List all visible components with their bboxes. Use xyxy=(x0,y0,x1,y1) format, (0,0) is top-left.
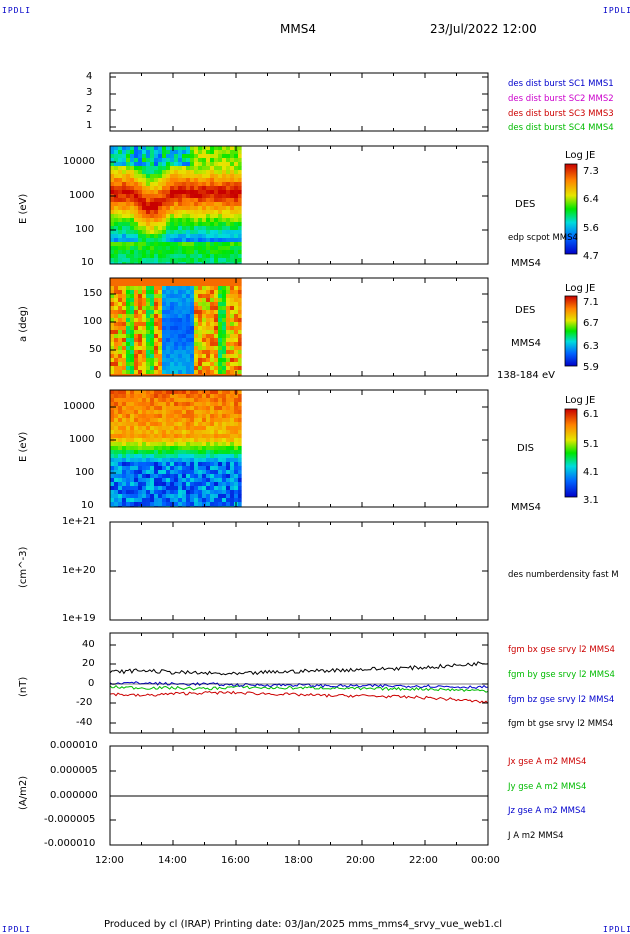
corner-tag-top-left: IPDLI xyxy=(2,6,32,15)
p7-ytick-0: 0.000010 xyxy=(50,740,98,751)
p4-ytick-10000: 10000 xyxy=(63,401,95,412)
p3-spacecraft: MMS4 xyxy=(511,338,541,349)
p2-ytick-10000: 10000 xyxy=(63,156,95,167)
colorbar-3 xyxy=(564,295,578,367)
p3-energy-range: 138-184 eV xyxy=(497,370,555,381)
p7-ytick-1: 0.000005 xyxy=(50,765,98,776)
p1-ytick-2: 2 xyxy=(86,104,93,115)
p6-ytick-0: 0 xyxy=(88,678,95,689)
p6-ytick-m40: -40 xyxy=(76,717,93,728)
p6-legend-bt: fgm bt gse srvy l2 MMS4 xyxy=(508,719,614,729)
p6-ylabel: (nT) xyxy=(18,676,29,697)
p5-ytick-1e21: 1e+21 xyxy=(62,516,96,527)
p1-legend-mms2: des dist burst SC2 MMS2 xyxy=(508,94,614,104)
p7-ytick-3: -0.000005 xyxy=(44,814,96,825)
p4-colorbar-tick-3: 3.1 xyxy=(583,495,599,506)
p6-ytick-40: 40 xyxy=(82,639,95,650)
colorbar-4 xyxy=(564,408,578,498)
footer-credit: Produced by cl (IRAP) Printing date: 03/… xyxy=(104,919,503,930)
spacecraft-title: MMS4 xyxy=(280,22,316,36)
p2-overlay-label: edp scpot MMS4 xyxy=(508,233,578,243)
p4-colorbar-tick-1: 5.1 xyxy=(583,439,599,450)
xtick-1600: 16:00 xyxy=(221,855,250,866)
xtick-1800: 18:00 xyxy=(284,855,313,866)
p3-colorbar-tick-3: 5.9 xyxy=(583,362,599,373)
p2-colorbar-tick-2: 5.6 xyxy=(583,223,599,234)
p3-ylabel: a (deg) xyxy=(18,306,29,342)
p7-ytick-4: -0.000010 xyxy=(44,838,96,849)
corner-tag-top-right: IPDLI xyxy=(603,6,630,15)
bfield-line-bt xyxy=(109,661,489,676)
p4-instrument: DIS xyxy=(517,443,534,454)
p4-ylabel: E (eV) xyxy=(18,431,29,462)
p7-ytick-2: 0.000000 xyxy=(50,790,98,801)
p1-legend-mms4: des dist burst SC4 MMS4 xyxy=(508,123,614,133)
p2-instrument: DES xyxy=(515,199,536,210)
p3-colorbar-tick-1: 6.7 xyxy=(583,318,599,329)
p5-legend: des numberdensity fast M xyxy=(508,570,619,580)
xtick-2000: 20:00 xyxy=(346,855,375,866)
p7-legend-j: J A m2 MMS4 xyxy=(508,831,564,841)
p2-ytick-10: 10 xyxy=(81,257,94,268)
xtick-1400: 14:00 xyxy=(158,855,187,866)
bfield-line-by xyxy=(109,685,489,693)
p3-colorbar-title: Log JE xyxy=(565,283,596,294)
panel-frame-1 xyxy=(109,72,489,132)
p3-colorbar-tick-0: 7.1 xyxy=(583,297,599,308)
p2-spacecraft: MMS4 xyxy=(511,258,541,269)
p2-ytick-1000: 1000 xyxy=(69,190,95,201)
p2-ytick-100: 100 xyxy=(75,224,95,235)
xtick-1200: 12:00 xyxy=(95,855,124,866)
p2-colorbar-tick-0: 7.3 xyxy=(583,166,599,177)
p5-ylabel: (cm^-3) xyxy=(18,546,29,588)
p4-spacecraft: MMS4 xyxy=(511,502,541,513)
date-title: 23/Jul/2022 12:00 xyxy=(430,22,537,36)
p3-ytick-0: 0 xyxy=(95,370,102,381)
bfield-line-bx xyxy=(109,690,489,704)
p2-ylabel: E (eV) xyxy=(18,193,29,224)
corner-tag-bottom-right: IPDLI xyxy=(603,925,630,934)
line-layer xyxy=(109,661,489,797)
p3-ytick-150: 150 xyxy=(83,288,103,299)
p2-colorbar-tick-3: 4.7 xyxy=(583,251,599,262)
panel-frame-5 xyxy=(109,521,489,621)
p6-legend-bz: fgm bz gse srvy l2 MMS4 xyxy=(508,695,615,705)
p7-legend-jy: Jy gse A m2 MMS4 xyxy=(508,782,587,792)
p7-ylabel: (A/m2) xyxy=(18,775,29,810)
p3-colorbar-tick-2: 6.3 xyxy=(583,341,599,352)
p4-colorbar-tick-2: 4.1 xyxy=(583,467,599,478)
p4-ytick-100: 100 xyxy=(75,467,95,478)
p1-ytick-3: 3 xyxy=(86,87,93,98)
xtick-2200: 22:00 xyxy=(409,855,438,866)
colorbar-2 xyxy=(564,163,578,255)
p1-ytick-4: 4 xyxy=(86,71,93,82)
p1-legend-mms3: des dist burst SC3 MMS3 xyxy=(508,109,614,119)
p7-legend-jz: Jz gse A m2 MMS4 xyxy=(508,806,586,816)
p7-legend-jx: Jx gse A m2 MMS4 xyxy=(508,757,587,767)
p5-ytick-1e19: 1e+19 xyxy=(62,613,96,624)
p6-legend-bx: fgm bx gse srvy l2 MMS4 xyxy=(508,645,615,655)
corner-tag-bottom-left: IPDLI xyxy=(2,925,32,934)
xtick-0000: 00:00 xyxy=(471,855,500,866)
p1-legend-mms1: des dist burst SC1 MMS1 xyxy=(508,79,614,89)
p4-ytick-1000: 1000 xyxy=(69,434,95,445)
p3-instrument: DES xyxy=(515,305,536,316)
p4-colorbar-tick-0: 6.1 xyxy=(583,409,599,420)
p3-ytick-100: 100 xyxy=(83,316,103,327)
p3-ytick-50: 50 xyxy=(89,344,102,355)
p1-ytick-1: 1 xyxy=(86,120,93,131)
frame-layer xyxy=(109,72,578,846)
p6-ytick-m20: -20 xyxy=(76,697,93,708)
p2-colorbar-tick-1: 6.4 xyxy=(583,194,599,205)
p6-legend-by: fgm by gse srvy l2 MMS4 xyxy=(508,670,615,680)
p5-ytick-1e20: 1e+20 xyxy=(62,565,96,576)
spectrogram-layer xyxy=(110,146,242,508)
p4-ytick-10: 10 xyxy=(81,500,94,511)
p2-colorbar-title: Log JE xyxy=(565,150,596,161)
panel-frame-6 xyxy=(109,632,489,734)
p4-colorbar-title: Log JE xyxy=(565,395,596,406)
p6-ytick-20: 20 xyxy=(82,658,95,669)
